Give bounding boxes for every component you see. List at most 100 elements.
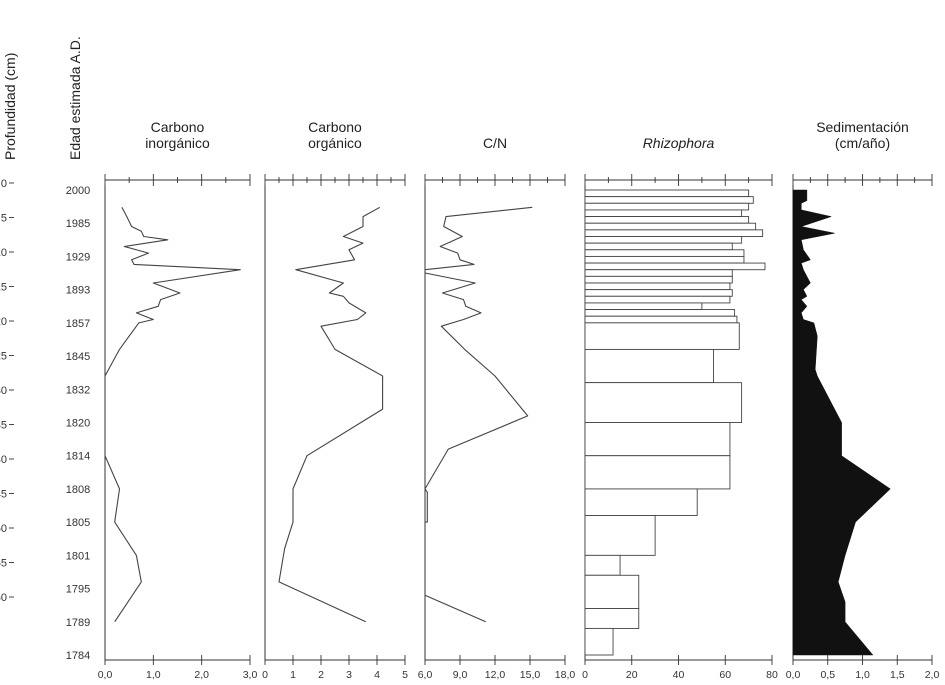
age-label: 1808 <box>66 484 90 496</box>
panel-title: Carbono <box>151 119 205 135</box>
rhizophora-bar <box>584 488 698 516</box>
age-label: 1985 <box>66 218 90 230</box>
depth-tick-label: 20 <box>0 316 7 328</box>
rhizophora-bar <box>584 249 745 257</box>
age-label: 1820 <box>66 418 90 430</box>
rhizophora-bar <box>584 242 733 251</box>
depth-tick-label: 30 <box>0 385 7 397</box>
age-label: 1929 <box>66 251 90 263</box>
sedimentation-area <box>792 189 891 656</box>
age-axis-label: Edad estimada A.D. <box>67 36 83 160</box>
age-label: 1801 <box>66 550 90 562</box>
age-label: 1805 <box>66 517 90 529</box>
age-label: 1857 <box>66 318 90 330</box>
age-label: 1814 <box>66 451 90 463</box>
age-label: 1795 <box>66 584 90 596</box>
series-line <box>104 207 241 623</box>
x-tick-label: 0,0 <box>786 669 801 681</box>
age-label: 2000 <box>66 185 90 197</box>
x-tick-label: 60 <box>719 669 731 681</box>
rhizophora-bar <box>584 282 731 291</box>
rhizophora-bar <box>584 295 731 304</box>
depth-tick-label: 45 <box>0 489 7 501</box>
x-tick-label: 6,0 <box>418 669 433 681</box>
depth-tick-labels: 0 5 10 15 20 25 30 35 40 45 50 55 60 <box>0 178 14 604</box>
x-tick-label: 1,0 <box>855 669 870 681</box>
x-tick-label: 5 <box>402 669 408 681</box>
age-labels: 2000 1985 1929 1893 1857 1845 1832 1820 1814 1808… <box>66 185 90 662</box>
x-tick-label: 2,0 <box>194 669 209 681</box>
panel-title: inorgánico <box>145 135 210 151</box>
x-tick-label: 0 <box>582 669 588 681</box>
rhizophora-bar <box>584 255 745 264</box>
series-line <box>278 206 384 623</box>
rhizophora-bar <box>584 269 733 277</box>
x-tick-label: 0,5 <box>820 669 835 681</box>
rhizophora-bar <box>584 189 750 198</box>
rhizophora-bar <box>584 554 621 576</box>
rhizophora-bar <box>584 222 757 231</box>
depth-axis-label: Profundidad (cm) <box>2 53 18 160</box>
rhizophora-bar <box>584 515 656 556</box>
rhizophora-bar <box>584 302 703 311</box>
x-tick-label: 0 <box>262 669 268 681</box>
rhizophora-bar <box>584 422 731 457</box>
rhizophora-bar <box>584 236 743 244</box>
depth-tick-label: 5 <box>1 213 7 225</box>
x-tick-label: 0,0 <box>98 669 113 681</box>
x-tick-label: 2,0 <box>925 669 940 681</box>
x-tick-label: 20 <box>626 669 638 681</box>
x-tick-label: 18,0 <box>555 669 576 681</box>
x-tick-label: 4 <box>374 669 380 681</box>
age-label: 1845 <box>66 351 90 363</box>
rhizophora-bar <box>584 574 640 609</box>
rhizophora-bar <box>584 202 750 211</box>
rhizophora-bar <box>584 315 738 324</box>
panel-title: C/N <box>483 135 507 151</box>
depth-tick-label: 0 <box>1 178 7 190</box>
x-tick-label: 3,0 <box>243 669 258 681</box>
x-tick-label: 1 <box>290 669 296 681</box>
rhizophora-bar <box>584 348 715 384</box>
rhizophora-bar <box>584 275 733 284</box>
depth-tick-label: 40 <box>0 454 7 466</box>
x-tick-label: 2 <box>318 669 324 681</box>
rhizophora-bar <box>584 262 766 271</box>
panel-4: Rhizophora 0 20 40 60 80 <box>582 135 778 681</box>
rhizophora-bar <box>584 209 743 218</box>
x-tick-label: 1,5 <box>890 669 905 681</box>
rhizophora-bar <box>584 289 733 297</box>
age-label: 1893 <box>66 285 90 297</box>
depth-tick-label: 60 <box>0 592 7 604</box>
x-tick-label: 1,0 <box>146 669 161 681</box>
x-tick-label: 9,0 <box>453 669 468 681</box>
rhizophora-bar <box>584 627 614 656</box>
rhizophora-bar <box>584 322 740 350</box>
rhizophora-bar <box>584 455 731 490</box>
x-tick-label: 15,0 <box>520 669 541 681</box>
series-line <box>424 206 533 623</box>
depth-tick-label: 55 <box>0 558 7 570</box>
rhizophora-bar <box>584 229 764 237</box>
panel-title: (cm/año) <box>835 135 890 151</box>
panel-5: Sedimentación(cm/año) 0,0 0,5 1,0 1,5 2,0 <box>786 119 940 681</box>
panel-3: C/N 6,0 9,0 12,0 15,0 18,0 <box>418 135 576 681</box>
panel-title: Sedimentación <box>816 119 909 135</box>
age-label: 1789 <box>66 617 90 629</box>
age-label: 1832 <box>66 384 90 396</box>
x-tick-label: 3 <box>346 669 352 681</box>
rhizophora-bar <box>584 608 640 629</box>
panel-title: orgánico <box>308 135 362 151</box>
rhizophora-bar <box>584 216 750 224</box>
x-tick-label: 80 <box>766 669 778 681</box>
rhizophora-bar <box>584 309 736 317</box>
depth-tick-label: 25 <box>0 351 7 363</box>
depth-tick-label: 15 <box>0 282 7 294</box>
rhizophora-bar <box>584 382 743 423</box>
panel-title: Carbono <box>308 119 362 135</box>
panel-title: Rhizophora <box>643 135 715 151</box>
